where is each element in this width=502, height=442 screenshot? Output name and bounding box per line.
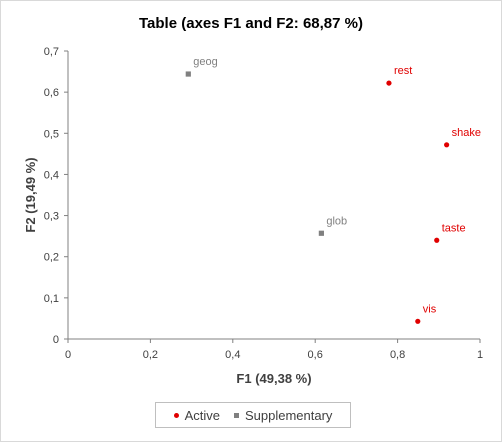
- legend-entry-active: Active: [173, 407, 220, 423]
- x-axis-title: F1 (49,38 %): [236, 371, 311, 386]
- x-tick-label: 1: [477, 349, 483, 361]
- legend-supplementary-marker: [233, 412, 239, 418]
- y-tick-label: 0: [53, 334, 59, 346]
- x-tick-label: 0,2: [143, 349, 158, 361]
- y-tick-label: 0,1: [44, 293, 59, 305]
- point-label-vis: vis: [423, 303, 437, 315]
- y-tick-label: 0,6: [44, 87, 59, 99]
- y-tick-label: 0,2: [44, 252, 59, 264]
- x-tick-label: 0,6: [308, 349, 323, 361]
- chart-title: Table (axes F1 and F2: 68,87 %): [139, 15, 363, 32]
- legend-active-marker: [173, 412, 179, 418]
- y-axis-title: F2 (19,49 %): [23, 157, 38, 232]
- legend-supplementary-label: Supplementary: [244, 407, 333, 423]
- y-tick-label: 0,7: [44, 46, 59, 58]
- legend: Active Supplementary: [155, 402, 351, 428]
- point-label-rest: rest: [394, 65, 412, 77]
- point-label-taste: taste: [442, 222, 466, 234]
- data-point-shake: [444, 142, 450, 148]
- point-label-geog: geog: [193, 56, 217, 68]
- plot-area: 0 0,1 0,2 0,3 0,4 0,5 0,6 0,7 0 0,2 0,4 0,6 0,8 1: [44, 46, 483, 361]
- data-point-rest: [386, 80, 392, 86]
- point-label-glob: glob: [326, 215, 347, 227]
- legend-entry-supplementary: Supplementary: [233, 407, 333, 423]
- point-label-shake: shake: [452, 127, 481, 139]
- x-tick-label: 0: [65, 349, 71, 361]
- y-tick-label: 0,5: [44, 128, 59, 140]
- data-point-geog: [185, 71, 191, 77]
- x-tick-label: 0,4: [225, 349, 240, 361]
- legend-active-label: Active: [184, 407, 220, 423]
- data-point-taste: [434, 237, 440, 243]
- x-tick-label: 0,8: [390, 349, 405, 361]
- data-point-glob: [318, 230, 324, 236]
- data-points: rest shake taste vis geog glob: [185, 56, 481, 324]
- data-point-vis: [415, 318, 421, 324]
- y-tick-label: 0,4: [44, 169, 59, 181]
- y-tick-label: 0,3: [44, 211, 59, 223]
